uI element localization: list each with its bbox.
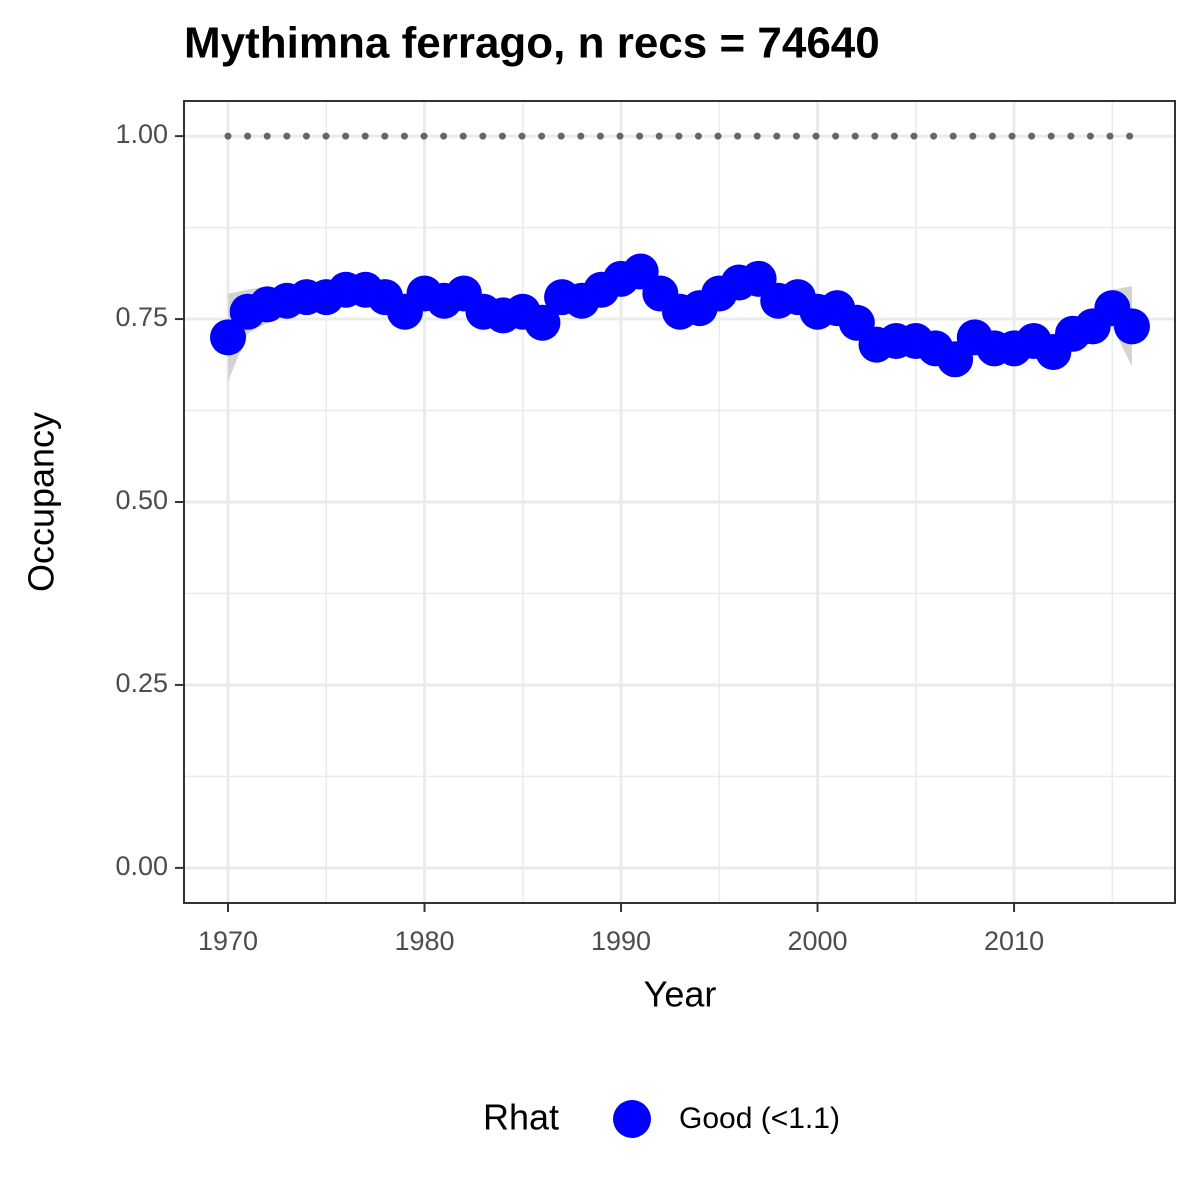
y-tick-label: 0.00 [115, 851, 168, 881]
x-tick-label: 1970 [198, 926, 258, 956]
y-tick-label: 0.75 [115, 302, 168, 332]
plot-border [183, 100, 1176, 904]
point [524, 304, 561, 341]
chart-title: Mythimna ferrago, n recs = 74640 [184, 19, 880, 68]
legend-title: Rhat [483, 1097, 559, 1138]
y-tick-label: 0.50 [115, 485, 168, 515]
x-tick-label: 1980 [394, 926, 454, 956]
y-axis-label: Occupancy [21, 412, 62, 592]
y-tick-label: 1.00 [115, 119, 168, 149]
point [210, 319, 247, 356]
x-tick-label: 1990 [591, 926, 651, 956]
x-tick-label: 2000 [788, 926, 848, 956]
legend-label: Good (<1.1) [679, 1102, 840, 1135]
point [1113, 308, 1150, 345]
x-tick-label: 2010 [984, 926, 1044, 956]
y-tick-label: 0.25 [115, 668, 168, 698]
legend-key [613, 1100, 651, 1138]
x-axis-label: Year [644, 974, 717, 1015]
